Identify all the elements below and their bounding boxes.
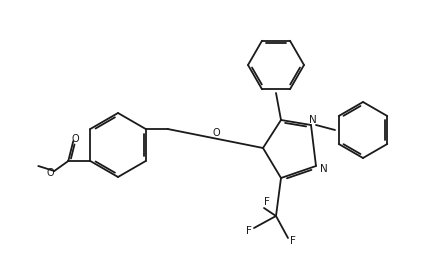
- Text: N: N: [320, 164, 328, 174]
- Text: O: O: [46, 168, 54, 178]
- Text: O: O: [213, 128, 220, 139]
- Text: N: N: [309, 115, 317, 125]
- Text: F: F: [264, 197, 270, 207]
- Text: F: F: [290, 236, 296, 246]
- Text: O: O: [71, 134, 79, 144]
- Text: F: F: [246, 226, 252, 236]
